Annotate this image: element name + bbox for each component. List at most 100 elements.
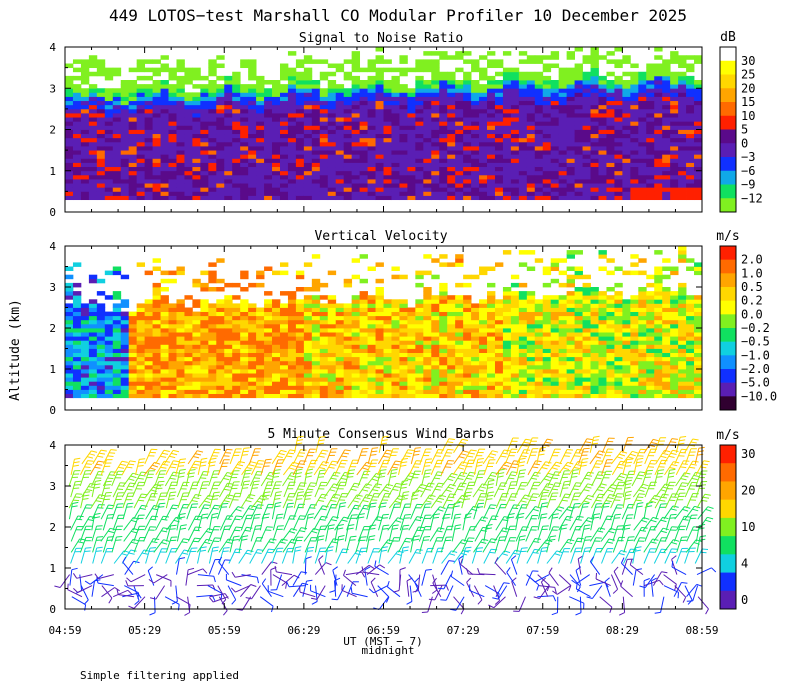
snr-cell (80, 166, 90, 172)
vv-cell (152, 340, 161, 345)
snr-cell (88, 133, 98, 139)
vv-cell (654, 303, 663, 308)
vv-cell (128, 385, 138, 390)
snr-cell (582, 104, 591, 110)
vv-cell (192, 385, 201, 390)
snr-cell (200, 108, 209, 114)
snr-cell (598, 137, 607, 143)
snr-cell (264, 80, 273, 85)
vv-cell (415, 348, 424, 353)
vv-cell (694, 307, 703, 312)
snr-cell (479, 141, 488, 147)
snr-cell (439, 170, 448, 176)
snr-cell (88, 187, 98, 192)
snr-cell (375, 166, 384, 172)
vv-cell (359, 360, 368, 366)
vv-cell (208, 373, 217, 378)
snr-cell (375, 71, 384, 77)
y-tick-label: 4 (49, 41, 56, 54)
snr-cell (638, 104, 647, 110)
snr-cell (622, 179, 631, 184)
wind-barb-flag (87, 519, 94, 522)
snr-cell (630, 170, 639, 176)
vv-cell (319, 336, 329, 341)
vv-cell (550, 307, 560, 312)
vv-cell (200, 299, 209, 304)
vv-cell (431, 344, 440, 349)
snr-cell (240, 191, 249, 196)
vv-cell (678, 328, 687, 333)
vv-cell (415, 340, 424, 345)
snr-cell (686, 191, 695, 196)
vv-cell (343, 311, 353, 317)
wind-barb (70, 548, 77, 564)
vv-cell (678, 352, 687, 358)
snr-cell (359, 166, 368, 172)
vv-cell (192, 393, 201, 399)
snr-cell (168, 191, 177, 196)
snr-cell (200, 117, 209, 122)
snr-cell (152, 67, 161, 73)
vv-cell (168, 278, 177, 284)
snr-cell (686, 146, 695, 151)
snr-cell (184, 108, 193, 114)
snr-cell (80, 137, 90, 143)
vv-cell (686, 315, 695, 321)
snr-cell (104, 170, 114, 176)
snr-cell (311, 150, 321, 155)
vv-cell (88, 373, 98, 378)
snr-cell (303, 129, 313, 135)
snr-cell (144, 170, 153, 176)
wind-barb (80, 516, 91, 531)
vv-cell (606, 389, 615, 394)
vv-cell (287, 307, 297, 312)
vv-cell (670, 328, 679, 333)
vv-cell (112, 315, 122, 321)
snr-cell (542, 125, 552, 130)
snr-cell (112, 146, 122, 151)
vv-cell (447, 373, 456, 378)
snr-cell (646, 75, 655, 81)
snr-cell (120, 88, 130, 93)
snr-cell (367, 150, 376, 155)
vv-cell (359, 303, 368, 308)
snr-cell (694, 174, 703, 180)
vv-cell (311, 360, 321, 366)
vv-cell (423, 377, 432, 382)
snr-cell (694, 125, 703, 130)
snr-cell (80, 162, 90, 168)
snr-cell (272, 154, 281, 159)
vv-cell (256, 377, 265, 382)
snr-cell (248, 108, 257, 114)
vv-cell (200, 352, 209, 358)
vv-cell (487, 299, 496, 304)
snr-cell (407, 129, 416, 135)
snr-cell (160, 146, 169, 151)
vv-cell (479, 336, 488, 341)
vv-cell (272, 332, 281, 337)
vv-cell (351, 311, 361, 317)
snr-cell (518, 100, 528, 106)
snr-cell (200, 158, 209, 163)
snr-cell (678, 133, 687, 139)
vv-cell (72, 356, 82, 362)
snr-cell (678, 80, 687, 85)
snr-cell (502, 158, 512, 163)
snr-cell (319, 121, 329, 126)
snr-cell (311, 174, 321, 180)
snr-cell (606, 183, 615, 188)
snr-cell (646, 125, 655, 130)
snr-cell (510, 75, 520, 81)
snr-cell (423, 158, 432, 163)
snr-cell (176, 80, 185, 85)
snr-cell (80, 63, 90, 69)
vv-cell (439, 299, 448, 304)
vv-cell (152, 266, 161, 271)
vv-cell (80, 303, 90, 308)
snr-cell (248, 150, 257, 155)
vv-cell (216, 278, 225, 284)
snr-cell (606, 51, 615, 56)
snr-cell (224, 117, 233, 122)
snr-cell (136, 146, 146, 151)
snr-cell (582, 195, 591, 201)
